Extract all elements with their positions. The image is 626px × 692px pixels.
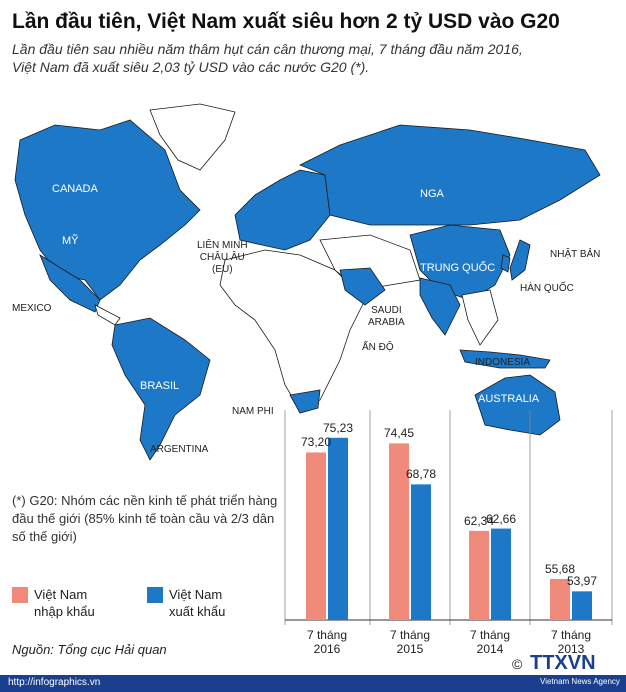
x-tick-label: 7 tháng 2015 xyxy=(389,628,431,656)
value-label: 53,97 xyxy=(566,574,598,589)
south-africa xyxy=(289,389,321,414)
agency: Vietnam News Agency xyxy=(540,677,620,686)
mexico xyxy=(39,254,101,313)
bar xyxy=(550,578,570,620)
footer-band xyxy=(0,675,626,692)
value-label: 62,66 xyxy=(485,511,517,526)
india xyxy=(419,277,461,336)
map-shapes xyxy=(14,103,601,461)
value-label: 75,23 xyxy=(322,420,354,435)
value-label: 68,78 xyxy=(405,467,437,482)
map-label: ẤN ĐỘ xyxy=(362,342,394,353)
source: Nguồn: Tổng cục Hải quan xyxy=(12,642,167,657)
value-label: 74,45 xyxy=(383,426,415,441)
map-label: AUSTRALIA xyxy=(478,393,540,405)
southeast-asia xyxy=(461,289,499,346)
map-label: MEXICO xyxy=(12,303,52,314)
greenland xyxy=(149,103,236,171)
subtitle: Lần đầu tiên sau nhiều năm thâm hụt cán … xyxy=(12,41,523,75)
footer-url: http://infographics.vn xyxy=(8,677,101,688)
value-label: 62,34 xyxy=(463,513,495,528)
japan xyxy=(509,239,531,281)
legend-swatch xyxy=(12,587,28,603)
bar xyxy=(389,443,409,620)
australia xyxy=(474,374,561,436)
bar xyxy=(469,530,489,620)
map-label: CANADA xyxy=(52,183,98,195)
x-tick-label: 7 tháng 2016 xyxy=(306,628,348,656)
map-label: TRUNG QUỐC xyxy=(420,262,496,274)
south-america xyxy=(111,317,211,461)
map-label: NHẬT BẢN xyxy=(550,249,601,260)
value-label: 55,68 xyxy=(544,561,576,576)
map-label: MỸ xyxy=(62,235,79,247)
x-tick-label: 7 tháng 2013 xyxy=(550,628,592,656)
north-america xyxy=(14,119,201,301)
bar xyxy=(328,437,348,620)
central-america xyxy=(94,304,121,326)
legend-swatch xyxy=(147,587,163,603)
note: (*) G20: Nhóm các nền kinh tế phát triển… xyxy=(12,493,278,544)
map-label: NGA xyxy=(420,188,444,200)
legend-label: Việt Nam nhập khẩu xyxy=(34,587,95,619)
map-label: SAUDI ARABIA xyxy=(368,305,405,328)
map-label: INDONESIA xyxy=(475,357,531,368)
bar xyxy=(411,484,431,620)
map-label: ARGENTINA xyxy=(150,444,209,455)
map-label: HÀN QUỐC xyxy=(520,283,574,294)
indonesia xyxy=(459,349,551,369)
title: Lần đầu tiên, Việt Nam xuất siêu hơn 2 t… xyxy=(12,10,560,33)
map-label: NAM PHI xyxy=(232,406,274,417)
bar xyxy=(491,528,511,620)
bar xyxy=(306,452,326,620)
legend-label: Việt Nam xuất khẩu xyxy=(169,587,226,619)
value-label: 73,20 xyxy=(300,435,332,450)
map-label: BRASIL xyxy=(140,380,180,392)
korea xyxy=(500,254,511,273)
x-tick-label: 7 tháng 2014 xyxy=(469,628,511,656)
russia xyxy=(299,124,601,226)
map-label: LIÊN MINH CHÂU ÂU (EU) xyxy=(197,240,248,275)
africa xyxy=(219,249,366,411)
europe xyxy=(234,169,331,251)
logo: TTXVN xyxy=(530,652,596,674)
saudi-arabia xyxy=(339,267,386,306)
copyright: © xyxy=(512,656,523,672)
bar xyxy=(572,591,592,620)
